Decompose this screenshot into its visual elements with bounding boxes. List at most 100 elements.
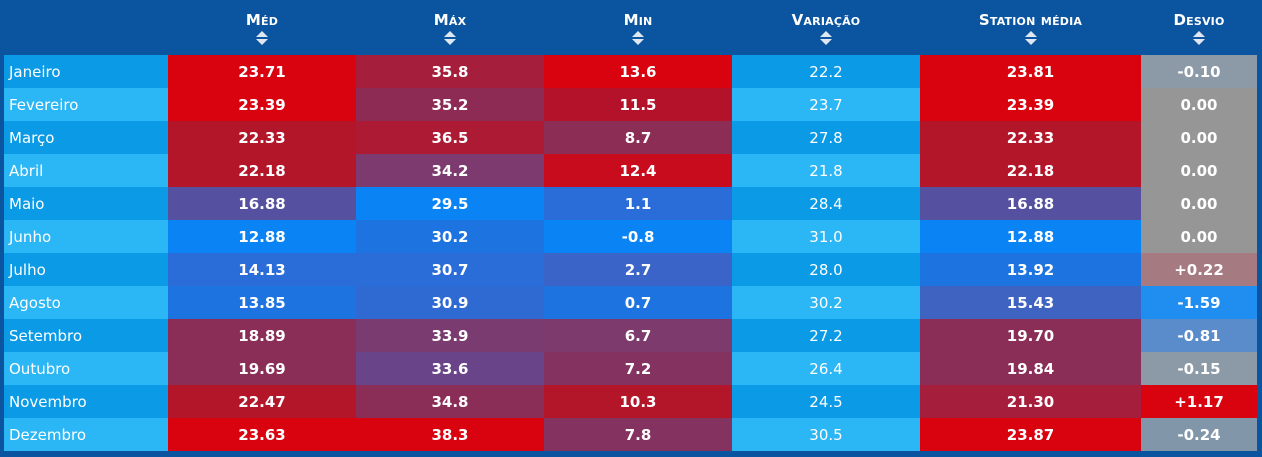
header-desvio-label: Desvio bbox=[1173, 11, 1225, 29]
med-cell: 22.18 bbox=[168, 154, 356, 187]
header-max-label: Máx bbox=[433, 11, 467, 29]
desvio-cell: 0.00 bbox=[1141, 154, 1257, 187]
sort-arrows-icon[interactable] bbox=[820, 31, 832, 45]
header-min-label: Min bbox=[623, 11, 653, 29]
var-cell: 23.7 bbox=[732, 88, 920, 121]
header-max[interactable]: Máx bbox=[356, 5, 544, 55]
desvio-cell: -1.59 bbox=[1141, 286, 1257, 319]
table-body: Janeiro 23.71 35.8 13.6 22.2 23.81 -0.10 Fevere… bbox=[4, 55, 1257, 451]
max-cell: 29.5 bbox=[356, 187, 544, 220]
month-label: Julho bbox=[9, 260, 46, 279]
table-row: Agosto 13.85 30.9 0.7 30.2 15.43 -1.59 bbox=[4, 286, 1257, 319]
station-cell: 13.92 bbox=[920, 253, 1141, 286]
var-cell: 31.0 bbox=[732, 220, 920, 253]
min-cell: 0.7 bbox=[544, 286, 732, 319]
sort-arrows-icon[interactable] bbox=[444, 31, 456, 45]
desvio-cell: -0.15 bbox=[1141, 352, 1257, 385]
month-label: Junho bbox=[9, 227, 52, 246]
header-station[interactable]: Station média bbox=[920, 5, 1141, 55]
month-label: Novembro bbox=[9, 392, 87, 411]
max-cell: 35.2 bbox=[356, 88, 544, 121]
desvio-cell: -0.81 bbox=[1141, 319, 1257, 352]
station-cell: 15.43 bbox=[920, 286, 1141, 319]
header-variacao[interactable]: Variação bbox=[732, 5, 920, 55]
month-label: Abril bbox=[9, 161, 44, 180]
desvio-cell: -0.24 bbox=[1141, 418, 1257, 451]
month-cell: Janeiro bbox=[4, 55, 168, 88]
desvio-cell: -0.10 bbox=[1141, 55, 1257, 88]
min-cell: 7.8 bbox=[544, 418, 732, 451]
min-cell: 6.7 bbox=[544, 319, 732, 352]
max-cell: 36.5 bbox=[356, 121, 544, 154]
month-cell: Fevereiro bbox=[4, 88, 168, 121]
table-row: Dezembro 23.63 38.3 7.8 30.5 23.87 -0.24 bbox=[4, 418, 1257, 451]
station-cell: 22.18 bbox=[920, 154, 1141, 187]
max-cell: 33.9 bbox=[356, 319, 544, 352]
month-label: Dezembro bbox=[9, 425, 87, 444]
month-cell: Maio bbox=[4, 187, 168, 220]
max-cell: 38.3 bbox=[356, 418, 544, 451]
month-cell: Junho bbox=[4, 220, 168, 253]
min-cell: 11.5 bbox=[544, 88, 732, 121]
med-cell: 16.88 bbox=[168, 187, 356, 220]
var-cell: 21.8 bbox=[732, 154, 920, 187]
month-cell: Agosto bbox=[4, 286, 168, 319]
sort-arrows-icon[interactable] bbox=[256, 31, 268, 45]
min-cell: 12.4 bbox=[544, 154, 732, 187]
med-cell: 12.88 bbox=[168, 220, 356, 253]
var-cell: 30.2 bbox=[732, 286, 920, 319]
table-row: Janeiro 23.71 35.8 13.6 22.2 23.81 -0.10 bbox=[4, 55, 1257, 88]
month-cell: Dezembro bbox=[4, 418, 168, 451]
station-cell: 22.33 bbox=[920, 121, 1141, 154]
header-min[interactable]: Min bbox=[544, 5, 732, 55]
table-row: Junho 12.88 30.2 -0.8 31.0 12.88 0.00 bbox=[4, 220, 1257, 253]
month-label: Março bbox=[9, 128, 55, 147]
med-cell: 19.69 bbox=[168, 352, 356, 385]
station-cell: 23.87 bbox=[920, 418, 1141, 451]
station-cell: 23.81 bbox=[920, 55, 1141, 88]
max-cell: 30.7 bbox=[356, 253, 544, 286]
min-cell: 1.1 bbox=[544, 187, 732, 220]
med-cell: 22.47 bbox=[168, 385, 356, 418]
max-cell: 35.8 bbox=[356, 55, 544, 88]
med-cell: 22.33 bbox=[168, 121, 356, 154]
table-row: Setembro 18.89 33.9 6.7 27.2 19.70 -0.81 bbox=[4, 319, 1257, 352]
month-cell: Outubro bbox=[4, 352, 168, 385]
table-row: Maio 16.88 29.5 1.1 28.4 16.88 0.00 bbox=[4, 187, 1257, 220]
station-cell: 21.30 bbox=[920, 385, 1141, 418]
sort-arrows-icon[interactable] bbox=[1193, 31, 1205, 45]
med-cell: 23.71 bbox=[168, 55, 356, 88]
desvio-cell: 0.00 bbox=[1141, 187, 1257, 220]
var-cell: 28.4 bbox=[732, 187, 920, 220]
med-cell: 23.63 bbox=[168, 418, 356, 451]
max-cell: 34.8 bbox=[356, 385, 544, 418]
table-row: Outubro 19.69 33.6 7.2 26.4 19.84 -0.15 bbox=[4, 352, 1257, 385]
desvio-cell: +0.22 bbox=[1141, 253, 1257, 286]
sort-arrows-icon[interactable] bbox=[632, 31, 644, 45]
header-med-label: Méd bbox=[245, 11, 279, 29]
table-row: Março 22.33 36.5 8.7 27.8 22.33 0.00 bbox=[4, 121, 1257, 154]
min-cell: 10.3 bbox=[544, 385, 732, 418]
station-cell: 23.39 bbox=[920, 88, 1141, 121]
min-cell: 2.7 bbox=[544, 253, 732, 286]
station-cell: 16.88 bbox=[920, 187, 1141, 220]
header-row: Méd Máx Min Variação Station média bbox=[4, 5, 1257, 55]
desvio-cell: 0.00 bbox=[1141, 121, 1257, 154]
header-desvio[interactable]: Desvio bbox=[1141, 5, 1257, 55]
table-row: Fevereiro 23.39 35.2 11.5 23.7 23.39 0.00 bbox=[4, 88, 1257, 121]
var-cell: 22.2 bbox=[732, 55, 920, 88]
month-label: Fevereiro bbox=[9, 95, 79, 114]
min-cell: 8.7 bbox=[544, 121, 732, 154]
min-cell: 13.6 bbox=[544, 55, 732, 88]
var-cell: 24.5 bbox=[732, 385, 920, 418]
month-label: Outubro bbox=[9, 359, 71, 378]
header-med[interactable]: Méd bbox=[168, 5, 356, 55]
table-row: Julho 14.13 30.7 2.7 28.0 13.92 +0.22 bbox=[4, 253, 1257, 286]
max-cell: 33.6 bbox=[356, 352, 544, 385]
station-cell: 12.88 bbox=[920, 220, 1141, 253]
month-label: Setembro bbox=[9, 326, 83, 345]
month-cell: Setembro bbox=[4, 319, 168, 352]
sort-arrows-icon[interactable] bbox=[1024, 31, 1037, 45]
month-cell: Março bbox=[4, 121, 168, 154]
